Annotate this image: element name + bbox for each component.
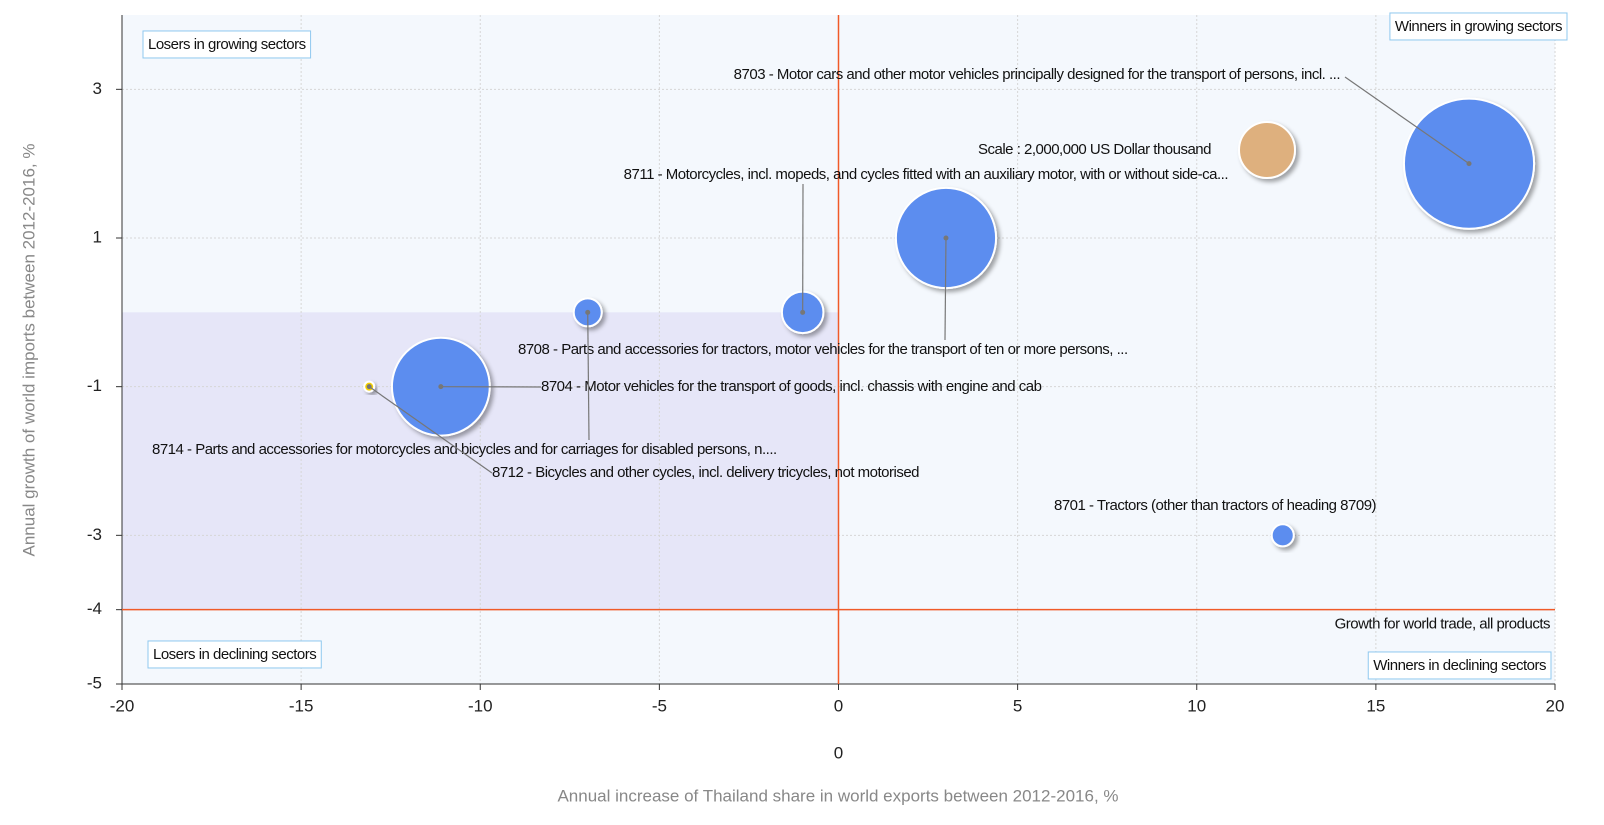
leader-line: [1344, 76, 1470, 165]
bubble: [1270, 523, 1295, 548]
bubble-label: 8708 - Parts and accessories for tractor…: [518, 341, 1128, 358]
y-tick-label: -4: [87, 599, 102, 618]
y-axis-label: Annual growth of world imports between 2…: [19, 144, 38, 557]
x-tick-label: -10: [468, 696, 493, 715]
plot: 0 Growth for world trade, all products Los…: [122, 12, 1568, 762]
leader-dot: [366, 384, 372, 390]
scale-bubble: [1238, 121, 1296, 179]
leader-dot: [1466, 161, 1472, 167]
reference-y-label: Growth for world trade, all products: [1335, 616, 1550, 633]
leader-line: [368, 386, 493, 474]
quadrant-label: Losers in declining sectors: [153, 646, 316, 663]
x-tick-label: 0: [834, 696, 843, 715]
quadrant-label-box: [142, 30, 312, 59]
x-tick-label: -15: [289, 696, 314, 715]
bubble-label: 8712 - Bicycles and other cycles, incl. …: [492, 464, 919, 481]
x-tick-label: 15: [1366, 696, 1385, 715]
leader-dot: [800, 309, 806, 315]
quadrant-label-box: [1367, 651, 1552, 680]
y-tick-label: -5: [87, 673, 102, 692]
y-tick-label: 1: [93, 227, 102, 246]
bubble-label: 8704 - Motor vehicles for the transport …: [541, 378, 1042, 395]
leader-dot: [585, 309, 591, 315]
x-tick-label: -5: [652, 696, 667, 715]
leader-dot: [438, 384, 444, 390]
x-tick-label: -20: [110, 696, 135, 715]
quadrant-label: Winners in declining sectors: [1373, 657, 1546, 674]
y-tick-label: 3: [93, 79, 102, 98]
x-tick-label: 10: [1187, 696, 1206, 715]
leader-line: [944, 237, 947, 341]
y-tick-label: -3: [87, 525, 102, 544]
quadrant-label: Losers in growing sectors: [148, 36, 306, 53]
x-axis-label: Annual increase of Thailand share in wor…: [557, 786, 1118, 805]
x-tick-label: 20: [1546, 696, 1565, 715]
leader-dot: [943, 235, 949, 241]
leader-line: [587, 312, 590, 441]
bubble-label: 8711 - Motorcycles, incl. mopeds, and cy…: [624, 166, 1228, 183]
reference-x-label: 0: [834, 743, 843, 762]
y-tick-label: -1: [87, 376, 102, 395]
quadrant-label: Winners in growing sectors: [1395, 18, 1562, 35]
quadrant-label-box: [147, 640, 322, 669]
bubble-label: 8714 - Parts and accessories for motorcy…: [152, 441, 777, 458]
bubble-label: 8701 - Tractors (other than tractors of …: [1054, 497, 1377, 514]
scale-label: Scale : 2,000,000 US Dollar thousand: [978, 141, 1211, 158]
quadrant-label-box: [1389, 12, 1568, 41]
x-tick-label: 5: [1013, 696, 1022, 715]
bubble-label: 8703 - Motor cars and other motor vehicl…: [734, 66, 1340, 83]
